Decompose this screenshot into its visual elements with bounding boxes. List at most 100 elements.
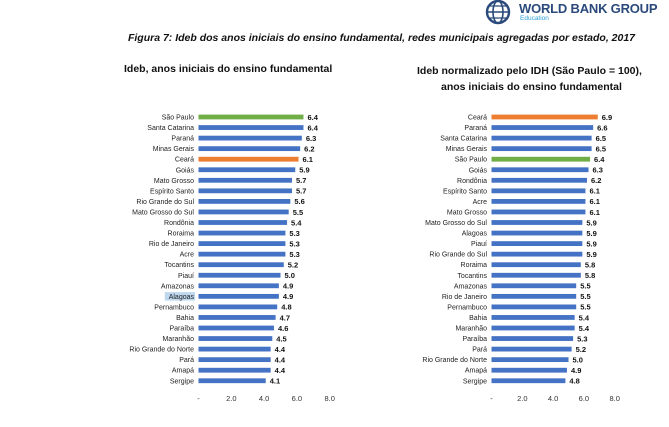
- right-value-label: 5.5: [580, 303, 590, 312]
- right-chart-title-line1: Ideb normalizado pelo IDH (São Paulo = 1…: [417, 65, 642, 77]
- right-value-label: 5.9: [586, 218, 596, 227]
- right-bar: [491, 293, 577, 299]
- left-bar: [198, 336, 273, 341]
- left-value-label: 4.9: [283, 282, 293, 291]
- right-value-label: 5.5: [580, 282, 590, 291]
- left-bar: [198, 230, 286, 236]
- right-category-label: São Paulo: [455, 157, 487, 164]
- right-category-label: Tocantins: [457, 273, 487, 280]
- right-bar: [491, 251, 583, 257]
- left-category-label: Rio de Janeiro: [149, 241, 194, 248]
- left-value-label: 4.4: [275, 355, 286, 364]
- left-category-label: Roraima: [168, 231, 195, 238]
- left-value-label: 4.9: [283, 292, 293, 301]
- globe-icon: [485, 0, 511, 25]
- right-bar: [491, 177, 587, 183]
- left-value-label: 5.4: [291, 218, 302, 227]
- right-value-label: 5.0: [573, 355, 583, 364]
- left-category-label: Pernambuco: [154, 304, 194, 311]
- right-value-label: 5.4: [579, 313, 590, 322]
- right-category-label: Maranhão: [455, 326, 487, 333]
- right-bar: [491, 378, 566, 384]
- right-value-label: 5.9: [586, 250, 596, 259]
- left-value-label: 5.7: [296, 176, 306, 185]
- left-category-label: Minas Gerais: [153, 146, 195, 153]
- left-value-label: 5.5: [293, 208, 303, 217]
- left-category-label: Ceará: [175, 157, 194, 164]
- right-bar: [491, 146, 592, 152]
- left-category-label: Rio Grande do Sul: [136, 199, 194, 206]
- right-bar: [491, 167, 589, 173]
- left-value-label: 6.3: [306, 134, 316, 143]
- left-bar: [198, 346, 271, 352]
- left-value-label: 4.7: [280, 313, 290, 322]
- right-value-label: 4.8: [569, 377, 579, 386]
- left-category-label: Alagoas: [169, 294, 195, 301]
- right-category-label: Rio Grande do Norte: [422, 357, 487, 364]
- left-category-label: Pará: [179, 357, 194, 364]
- left-chart-title: Ideb, anos iniciais do ensino fundamenta…: [124, 63, 333, 75]
- right-category-label: Rondônia: [457, 178, 487, 185]
- left-bar: [198, 199, 291, 204]
- right-bar: [491, 125, 594, 130]
- right-bar: [491, 199, 586, 204]
- left-bar: [198, 209, 289, 215]
- left-bar: [198, 293, 279, 299]
- right-x-tick: 6.0: [579, 394, 589, 403]
- right-category-label: Paraíba: [462, 336, 487, 343]
- right-value-label: 6.1: [589, 208, 599, 217]
- right-value-label: 6.1: [589, 197, 599, 206]
- right-bar: [491, 272, 581, 278]
- right-x-tick: -: [490, 394, 493, 403]
- right-x-tick: 2.0: [517, 394, 527, 403]
- left-x-tick: -: [197, 394, 200, 403]
- right-value-label: 5.8: [585, 271, 595, 280]
- right-category-label: Paraná: [464, 125, 487, 132]
- left-category-label: Amazonas: [161, 283, 195, 290]
- right-value-label: 6.4: [594, 155, 605, 164]
- right-bar: [491, 241, 583, 246]
- left-value-label: 6.4: [307, 113, 318, 122]
- left-category-label: Espírito Santo: [150, 188, 194, 195]
- right-bar: [491, 188, 586, 194]
- right-category-label: Acre: [473, 199, 488, 206]
- right-value-label: 6.3: [593, 166, 603, 175]
- right-category-label: Santa Catarina: [440, 136, 487, 143]
- right-chart-title: Ideb normalizado pelo IDH (São Paulo = 1…: [417, 63, 642, 95]
- right-value-label: 5.9: [586, 229, 596, 238]
- right-category-label: Mato Grosso do Sul: [425, 220, 487, 227]
- right-category-label: Mato Grosso: [447, 209, 487, 216]
- left-value-label: 5.3: [289, 250, 299, 259]
- left-category-label: Santa Catarina: [147, 125, 194, 132]
- left-bar: [198, 262, 284, 268]
- left-bar: [198, 114, 304, 120]
- right-value-label: 6.6: [597, 123, 607, 132]
- left-value-label: 4.6: [278, 324, 288, 333]
- right-bar: [491, 336, 574, 341]
- left-category-label: Piauí: [178, 273, 194, 280]
- right-bar: [491, 304, 577, 310]
- left-category-label: Mato Grosso: [154, 178, 194, 185]
- left-value-label: 5.0: [285, 271, 295, 280]
- world-bank-logo: WORLD BANK GROUP Education: [484, 0, 669, 28]
- left-category-label: Maranhão: [162, 336, 194, 343]
- left-x-tick: 6.0: [292, 394, 302, 403]
- left-value-label: 5.7: [296, 187, 306, 196]
- right-value-label: 5.9: [586, 239, 596, 248]
- left-value-label: 4.8: [281, 303, 291, 312]
- left-x-tick: 2.0: [226, 394, 236, 403]
- left-x-tick: 4.0: [259, 394, 269, 403]
- right-bar: [491, 156, 591, 162]
- right-category-label: Amapá: [465, 368, 487, 375]
- left-bar: [198, 367, 271, 373]
- left-bar: [198, 188, 292, 194]
- right-value-label: 5.8: [585, 261, 595, 270]
- left-category-label: Sergipe: [170, 378, 194, 385]
- left-category-label: Acre: [180, 252, 195, 259]
- right-bar: [491, 315, 575, 320]
- right-bar: [491, 220, 583, 225]
- right-category-label: Espírito Santo: [443, 188, 487, 195]
- left-bar: [198, 125, 304, 130]
- left-bar: [198, 272, 281, 278]
- left-bar: [198, 135, 302, 141]
